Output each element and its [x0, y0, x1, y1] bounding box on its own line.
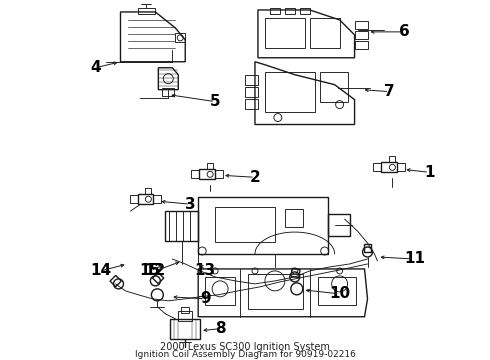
Text: 2000 Lexus SC300 Ignition System: 2000 Lexus SC300 Ignition System — [160, 342, 330, 352]
Bar — [319, 72, 347, 102]
Bar — [285, 209, 303, 227]
Text: 3: 3 — [185, 197, 196, 212]
Text: 4: 4 — [90, 60, 101, 75]
Bar — [181, 307, 189, 313]
Bar — [178, 311, 192, 321]
Bar — [165, 211, 198, 241]
Bar — [310, 18, 340, 48]
Text: 10: 10 — [329, 286, 350, 301]
Text: 15: 15 — [140, 264, 161, 278]
Text: 13: 13 — [195, 264, 216, 278]
Text: Ignition Coil Assembly Diagram for 90919-02216: Ignition Coil Assembly Diagram for 90919… — [135, 350, 355, 359]
Text: 5: 5 — [210, 94, 220, 109]
Text: 6: 6 — [399, 24, 410, 39]
Text: 8: 8 — [215, 321, 225, 336]
Text: 11: 11 — [404, 252, 425, 266]
Bar — [248, 274, 303, 309]
Bar — [328, 214, 349, 236]
Bar — [265, 18, 305, 48]
Text: 14: 14 — [90, 264, 111, 278]
Text: 2: 2 — [249, 170, 260, 185]
Text: 1: 1 — [424, 165, 435, 180]
Text: 7: 7 — [384, 84, 395, 99]
Bar — [318, 277, 356, 305]
Bar — [215, 207, 275, 242]
Bar — [265, 72, 315, 112]
Bar — [205, 277, 235, 305]
Text: 9: 9 — [200, 291, 211, 306]
Bar — [198, 197, 328, 254]
Text: 12: 12 — [145, 264, 166, 278]
